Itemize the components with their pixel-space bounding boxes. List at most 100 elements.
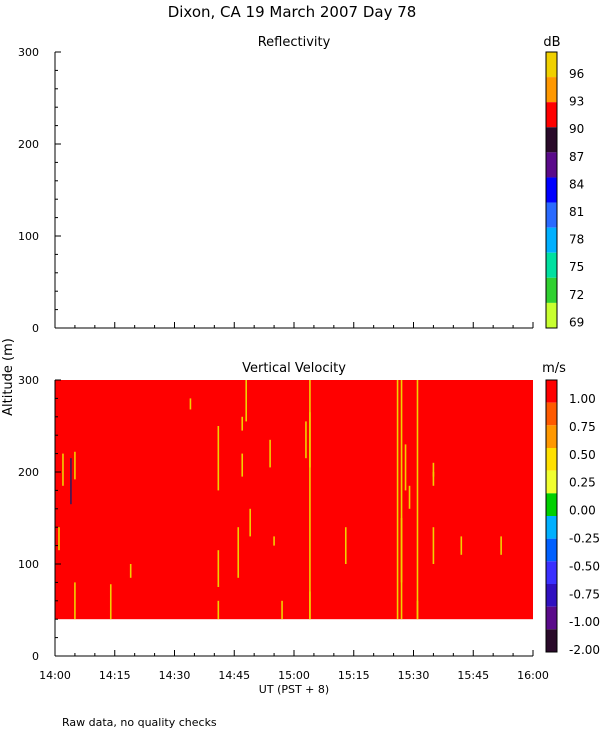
colorbar-label: 78 — [569, 233, 584, 247]
reflectivity-title: Reflectivity — [258, 35, 331, 50]
velocity-streak — [500, 536, 502, 555]
vertical-velocity-panel: Vertical Velocity 0 100 200 300 1.00 0.75 0.5… — [18, 361, 600, 682]
y-tick-label: 300 — [18, 374, 39, 387]
velocity-streak — [217, 550, 220, 587]
velocity-streak — [273, 536, 275, 546]
colorbar-swatch — [546, 538, 557, 562]
colorbar-swatch — [546, 302, 557, 328]
colorbar-swatch — [546, 402, 557, 426]
y-tick-label: 100 — [18, 558, 39, 571]
colorbar-swatch — [546, 77, 557, 103]
colorbar-label: 90 — [569, 122, 584, 136]
colorbar-swatch — [546, 561, 557, 584]
velocity-title: Vertical Velocity — [242, 361, 346, 376]
colorbar-frame — [545, 379, 558, 653]
x-tick-label: 14:45 — [218, 669, 250, 682]
velocity-streak — [70, 458, 72, 505]
velocity-x-tick-labels: 14:00 14:15 14:30 14:45 15:00 15:15 15:30 15:45… — [39, 669, 549, 682]
reflectivity-axes: 0 100 200 300 — [18, 46, 534, 335]
velocity-streak — [309, 591, 311, 620]
x-tick-label: 15:45 — [457, 669, 489, 682]
velocity-streak — [309, 380, 311, 620]
y-tick-label: 0 — [32, 322, 39, 335]
reflectivity-colorbar-unit: dB — [543, 35, 560, 50]
velocity-data-layer — [55, 380, 533, 620]
y-tick-label: 100 — [18, 230, 39, 243]
velocity-streak — [237, 527, 240, 578]
colorbar-label: -2.00 — [569, 643, 600, 657]
x-axis-label: UT (PST + 8) — [259, 683, 329, 696]
velocity-streak — [58, 527, 60, 551]
velocity-streak — [344, 527, 347, 564]
colorbar-label: 0.00 — [569, 504, 596, 518]
colorbar-label: 84 — [569, 177, 584, 191]
colorbar-label: 81 — [569, 205, 584, 219]
colorbar-swatch — [546, 470, 557, 494]
colorbar-swatch — [546, 606, 557, 630]
colorbar-frame — [545, 51, 558, 329]
velocity-streak — [432, 472, 435, 486]
velocity-streak — [305, 421, 307, 459]
colorbar-label: -1.00 — [569, 615, 600, 629]
colorbar-swatch — [546, 380, 557, 403]
velocity-streak — [269, 439, 271, 468]
colorbar-swatch — [546, 52, 557, 78]
velocity-streak — [400, 380, 403, 620]
velocity-streak — [396, 380, 399, 620]
velocity-streak — [241, 453, 244, 477]
velocity-streak — [416, 380, 419, 620]
velocity-streak — [217, 426, 220, 491]
colorbar-swatch — [546, 127, 557, 153]
velocity-streak — [62, 453, 64, 486]
colorbar-swatch — [546, 629, 557, 652]
x-tick-label: 15:00 — [278, 669, 310, 682]
velocity-streak — [189, 398, 192, 410]
y-axis-label: Altitude (m) — [1, 338, 16, 416]
velocity-streak — [74, 582, 76, 620]
colorbar-swatch — [546, 152, 557, 178]
velocity-axes: 0 100 200 300 — [18, 374, 534, 663]
footer-note: Raw data, no quality checks — [62, 716, 217, 729]
colorbar-swatch — [546, 493, 557, 516]
x-tick-label: 14:30 — [159, 669, 191, 682]
velocity-streak — [129, 564, 132, 578]
velocity-streak — [309, 412, 311, 468]
velocity-streak — [400, 518, 403, 583]
reflectivity-plot-area — [55, 52, 533, 328]
colorbar-swatch — [546, 202, 557, 228]
colorbar-label: 0.50 — [569, 448, 596, 462]
colorbar-swatch — [546, 227, 557, 253]
velocity-streak — [432, 462, 435, 477]
colorbar-swatch — [546, 516, 557, 539]
colorbar-label: 87 — [569, 150, 584, 164]
velocity-streak — [217, 600, 220, 620]
colorbar-label: 72 — [569, 288, 584, 302]
colorbar-label: 69 — [569, 315, 584, 329]
velocity-streak — [432, 527, 435, 564]
velocity-streak — [404, 444, 407, 491]
colorbar-swatch — [546, 448, 557, 471]
colorbar-label: 93 — [569, 95, 584, 109]
y-tick-label: 200 — [18, 466, 39, 479]
colorbar-label: 0.25 — [569, 476, 596, 490]
colorbar-swatch — [546, 102, 557, 128]
x-tick-label: 15:15 — [338, 669, 370, 682]
x-tick-label: 14:15 — [99, 669, 131, 682]
x-tick-label: 14:00 — [39, 669, 71, 682]
velocity-streak — [249, 508, 251, 537]
figure-title: Dixon, CA 19 March 2007 Day 78 — [168, 3, 417, 21]
colorbar-label: -0.50 — [569, 559, 600, 573]
colorbar-swatch — [546, 177, 557, 203]
velocity-streak — [281, 600, 283, 620]
y-tick-label: 200 — [18, 138, 39, 151]
y-tick-label: 0 — [32, 650, 39, 663]
colorbar-label: 96 — [569, 67, 584, 81]
reflectivity-colorbar: 96 93 90 87 84 81 78 75 72 69 — [545, 51, 584, 329]
velocity-streak — [241, 416, 244, 431]
colorbar-swatch — [546, 277, 557, 303]
velocity-colorbar: 1.00 0.75 0.50 0.25 0.00 -0.25 -0.50 -0.75 -1.00… — [545, 379, 600, 657]
colorbar-label: -0.25 — [569, 532, 600, 546]
x-tick-label: 15:30 — [398, 669, 430, 682]
velocity-streak — [408, 485, 411, 509]
